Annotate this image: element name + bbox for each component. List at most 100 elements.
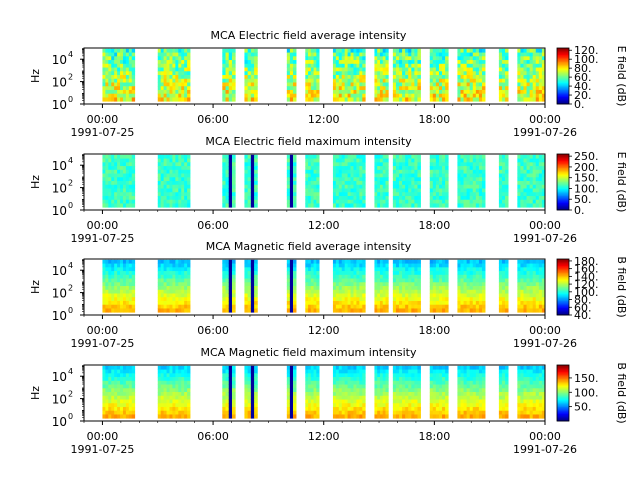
heatmap-cell [231,399,236,404]
colorbar-cell [557,203,569,205]
heatmap-cell [478,192,483,197]
heatmap-cell [228,86,233,91]
heatmap-cell [128,403,133,408]
colorbar-cell [557,95,569,98]
heatmap-cell [472,158,477,163]
heatmap-cell [411,169,415,174]
heatmap-cell [498,293,503,298]
heatmap-cell [526,63,531,68]
heatmap-cell [374,173,378,178]
heatmap-cell [475,97,480,102]
heatmap-cell [332,300,337,306]
heatmap-cell [478,259,483,264]
heatmap-cell [108,406,112,412]
heatmap-cell [362,199,366,204]
heatmap-cell [160,82,165,87]
heatmap-cell [184,67,188,72]
heatmap-cell [482,195,486,201]
heatmap-cell [520,48,524,53]
heatmap-cell [222,97,226,102]
heatmap-cell [526,289,531,294]
y-tick-label: 10 [52,264,67,278]
heatmap-cell [308,67,312,72]
heatmap-cell [472,184,477,189]
heatmap-cell [382,158,386,163]
heatmap-cell [122,75,127,80]
heatmap-cell [292,158,297,163]
heatmap-cell [105,271,109,276]
heatmap-cell [120,82,124,87]
heatmap-cell [332,271,337,276]
heatmap-cell [501,162,506,167]
heatmap-cell [498,60,503,65]
heatmap-cell [523,169,527,174]
heatmap-cell [117,259,121,264]
colorbar-cell [557,270,569,272]
heatmap-cell [102,293,106,298]
heatmap-cell [310,71,314,76]
heatmap-cell [541,181,546,186]
heatmap-cell [117,154,121,159]
heatmap-cell [405,263,409,268]
heatmap-cell [353,369,357,374]
heatmap-cell [225,384,230,389]
heatmap-cell [292,403,297,408]
heatmap-cell [163,52,167,57]
heatmap-cell [344,263,348,268]
heatmap-cell [131,52,136,57]
heatmap-cell [292,297,297,302]
heatmap-cell [457,67,461,72]
heatmap-cell [102,297,106,302]
heatmap-cell [244,71,249,76]
heatmap-cell [125,86,130,91]
heatmap-cell [178,188,182,193]
heatmap-cell [125,67,130,72]
heatmap-cell [356,184,360,189]
heatmap-cell [438,192,443,197]
heatmap-cell [169,192,173,197]
heatmap-cell [399,365,403,370]
heatmap-cell [379,154,384,159]
heatmap-cell [475,56,480,61]
heatmap-cell [310,188,314,193]
heatmap-cell [532,192,537,197]
heatmap-cell [529,282,534,287]
heatmap-cell [308,293,312,298]
colorbar-cell [557,281,569,284]
heatmap-cell [105,169,109,174]
heatmap-cell [117,97,121,102]
heatmap-cell [429,267,434,272]
heatmap-cell [231,395,236,400]
heatmap-cell [529,271,534,276]
heatmap-cell [408,199,412,204]
heatmap-cell [435,203,440,208]
heatmap-cell [338,289,343,294]
heatmap-cell [120,162,124,167]
heatmap-cell [353,188,357,193]
heatmap-cell [538,297,543,302]
heatmap-cell [225,414,230,419]
heatmap-cell [122,195,127,201]
heatmap-cell [532,82,537,87]
heatmap-cell [356,282,360,287]
heatmap-cell [181,369,185,374]
heatmap-cell [181,282,185,287]
heatmap-cell [457,286,461,291]
heatmap-cell [498,71,503,76]
heatmap-cell [316,158,320,163]
heatmap-cell [463,67,468,72]
heatmap-cell [305,414,309,419]
heatmap-cell [292,274,297,279]
heatmap-cell [122,259,127,264]
heatmap-cell [341,82,346,87]
heatmap-cell [498,181,503,186]
heatmap-cell [469,184,474,189]
heatmap-cell [175,259,179,264]
chart-title: MCA Electric field average intensity [211,29,407,42]
colorbar-cell [557,260,569,263]
heatmap-cell [475,173,480,178]
heatmap-cell [316,93,320,98]
heatmap-cell [377,195,381,201]
colorbar-cell [557,63,569,66]
heatmap-cell [417,67,421,72]
